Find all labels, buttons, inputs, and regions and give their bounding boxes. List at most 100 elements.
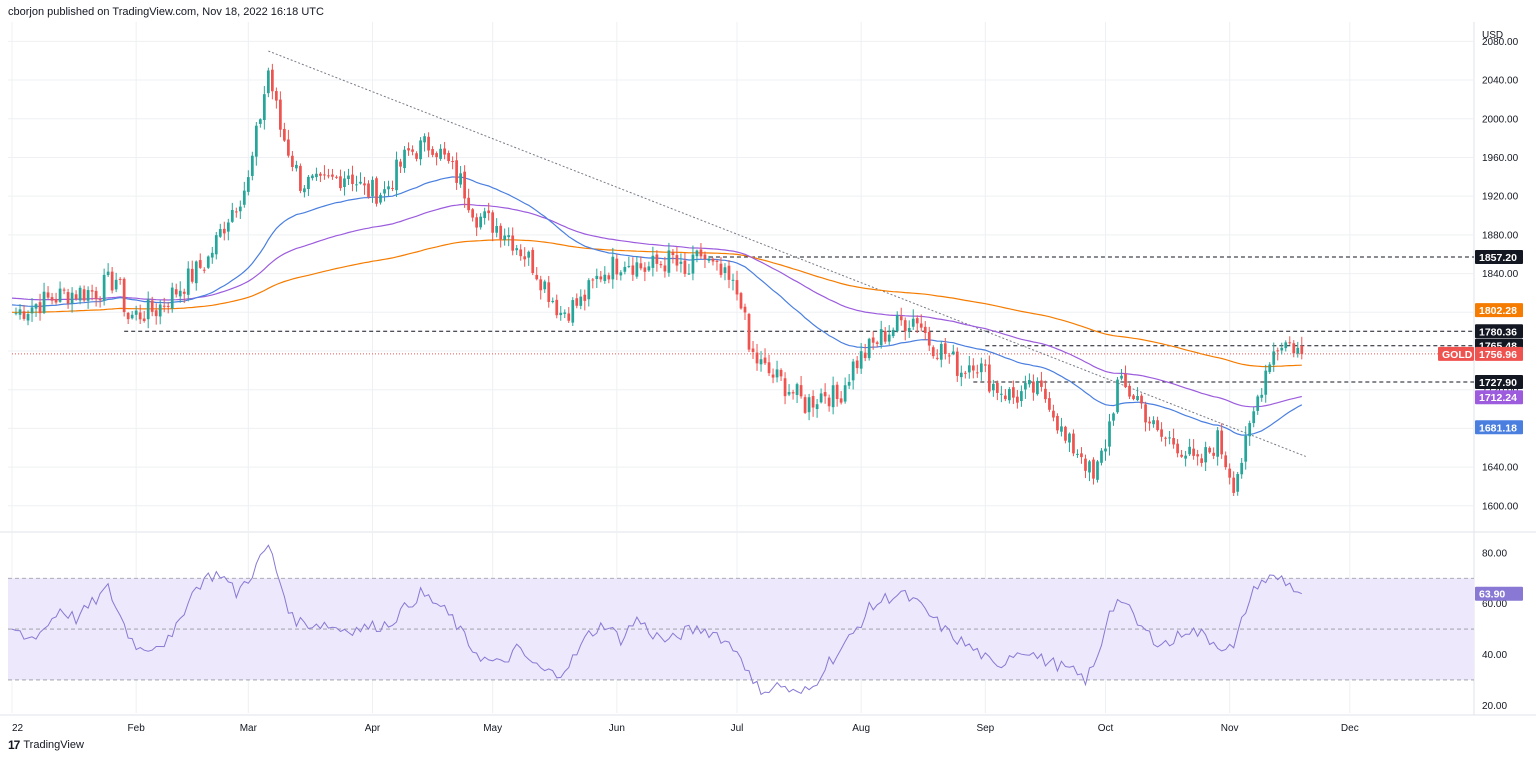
candle-body bbox=[266, 70, 270, 94]
candle-body bbox=[202, 269, 206, 271]
tradingview-footer[interactable]: 17 TradingView bbox=[8, 738, 84, 752]
tradingview-brand: TradingView bbox=[23, 739, 84, 751]
candle-body bbox=[967, 365, 971, 373]
candle-body bbox=[303, 188, 306, 193]
candle-body bbox=[431, 149, 434, 155]
rsi-line bbox=[11, 544, 1302, 696]
ma-tag-bg bbox=[1475, 420, 1523, 435]
candle-body bbox=[763, 357, 767, 364]
candle-body bbox=[166, 305, 170, 307]
candle-body bbox=[991, 383, 995, 391]
candle-body bbox=[759, 359, 763, 365]
candle-body bbox=[1160, 429, 1163, 437]
candle-body bbox=[671, 252, 675, 255]
candle-body bbox=[138, 312, 142, 320]
candle-body bbox=[935, 357, 939, 359]
candle-body bbox=[291, 155, 294, 167]
candle-body bbox=[1288, 342, 1292, 344]
candle-body bbox=[827, 397, 831, 407]
candle-body bbox=[222, 228, 226, 234]
candle-body bbox=[955, 351, 959, 376]
candle-body bbox=[831, 385, 835, 408]
price-tick-label: 1840.00 bbox=[1482, 269, 1519, 280]
candle-body bbox=[1244, 435, 1248, 462]
rsi-tick-label: 40.00 bbox=[1482, 650, 1507, 661]
candle-body bbox=[963, 372, 967, 374]
candle-body bbox=[254, 125, 258, 157]
candle-body bbox=[983, 364, 987, 366]
candle-body bbox=[499, 225, 503, 240]
candle-body bbox=[1200, 458, 1203, 463]
level-tag: 1727.90 bbox=[1479, 377, 1517, 389]
candle-body bbox=[186, 268, 190, 295]
candle-body bbox=[170, 287, 174, 309]
candle-body bbox=[1212, 452, 1216, 456]
candle-body bbox=[491, 212, 495, 233]
candle-body bbox=[579, 296, 583, 306]
candle-body bbox=[615, 258, 619, 275]
ma-tag: 1681.18 bbox=[1479, 422, 1517, 434]
candle-body bbox=[1056, 415, 1059, 431]
candle-body bbox=[250, 155, 254, 176]
candle-body bbox=[1116, 379, 1119, 413]
candle-body bbox=[679, 261, 683, 264]
candle-body bbox=[234, 211, 238, 213]
candle-body bbox=[1100, 450, 1103, 463]
candle-body bbox=[194, 261, 198, 284]
candle-body bbox=[307, 176, 310, 190]
candle-body bbox=[178, 290, 182, 297]
candle-body bbox=[1112, 413, 1115, 421]
candle-body bbox=[34, 304, 38, 309]
candle-body bbox=[1240, 462, 1244, 475]
candle-body bbox=[551, 300, 555, 303]
candle-body bbox=[939, 343, 943, 360]
candle-body bbox=[1072, 433, 1075, 454]
candle-body bbox=[206, 256, 210, 268]
horizontal-levels bbox=[12, 256, 1474, 383]
candle-body bbox=[42, 291, 46, 313]
candle-body bbox=[815, 404, 819, 410]
candle-body bbox=[367, 183, 370, 198]
candle-body bbox=[146, 299, 150, 320]
candle-body bbox=[1168, 437, 1171, 439]
candle-body bbox=[1132, 395, 1135, 400]
candle-body bbox=[387, 186, 390, 190]
level-tag: 1756.96 bbox=[1479, 349, 1517, 361]
candle-body bbox=[923, 326, 927, 334]
candle-body bbox=[355, 184, 358, 186]
candle-body bbox=[887, 334, 891, 342]
candle-body bbox=[1224, 455, 1228, 468]
candle-body bbox=[1248, 423, 1252, 437]
candle-body bbox=[439, 148, 442, 159]
rsi-series-line bbox=[11, 544, 1302, 696]
candle-body bbox=[58, 288, 62, 302]
candle-body bbox=[411, 149, 414, 152]
candle-body bbox=[90, 290, 94, 292]
candle-body bbox=[595, 275, 599, 280]
candle-body bbox=[1260, 394, 1264, 398]
candle-body bbox=[995, 382, 999, 393]
candle-body bbox=[1096, 461, 1099, 480]
candle-body bbox=[511, 235, 515, 251]
candle-body bbox=[443, 148, 446, 155]
candle-body bbox=[226, 222, 230, 232]
candle-body bbox=[471, 209, 474, 218]
level-tag-bg bbox=[1475, 346, 1523, 361]
candle-body bbox=[38, 302, 42, 314]
candle-body bbox=[1144, 404, 1147, 423]
price-tick-label: 2040.00 bbox=[1482, 76, 1519, 87]
candle-body bbox=[795, 384, 799, 395]
candle-body bbox=[1124, 373, 1127, 388]
candle-body bbox=[339, 176, 342, 189]
moving-averages bbox=[11, 176, 1303, 436]
candle-body bbox=[571, 300, 575, 323]
candle-body bbox=[695, 250, 699, 257]
candle-body bbox=[859, 351, 863, 369]
candle-body bbox=[683, 260, 687, 274]
candle-body bbox=[106, 271, 110, 276]
rsi-tick-label: 80.00 bbox=[1482, 548, 1507, 559]
candle-body bbox=[747, 314, 751, 350]
candle-body bbox=[315, 173, 318, 178]
candle-body bbox=[182, 291, 186, 294]
